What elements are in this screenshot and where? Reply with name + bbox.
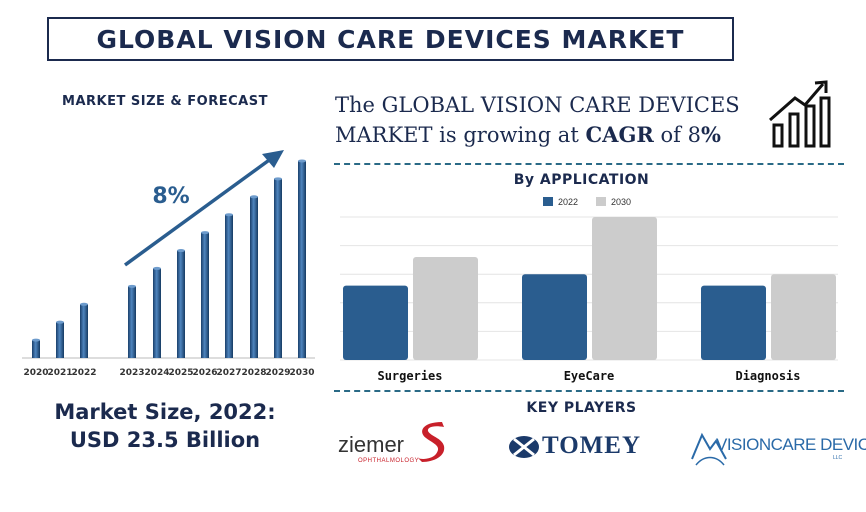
forecast-bar-2022 xyxy=(80,304,88,358)
cagr-line-1: The GLOBAL VISION CARE DEVICES xyxy=(335,93,740,117)
forecast-bar-2024 xyxy=(153,268,161,358)
trend-arrow-head xyxy=(262,150,284,168)
market-size-line-2: USD 23.5 Billion xyxy=(69,428,261,452)
forecast-bar-cap-2023 xyxy=(128,284,136,288)
forecast-bar-2020 xyxy=(32,340,40,358)
app-tick-eyecare: EyeCare xyxy=(564,369,615,383)
app-bar-diagnosis-2030 xyxy=(771,274,836,360)
divider-top xyxy=(334,163,844,165)
forecast-tick-2020: 2020 xyxy=(23,368,48,378)
legend-swatch-2030 xyxy=(596,197,606,206)
forecast-bar-cap-2020 xyxy=(32,338,40,342)
visioncare-logo-text: VISIONCARE DEVICES xyxy=(716,435,866,454)
forecast-bar-cap-2021 xyxy=(56,320,64,324)
forecast-bar-cap-2024 xyxy=(153,266,161,270)
tomey-mark xyxy=(509,436,539,458)
ziemer-logo: ziemer OPHTHALMOLOGY xyxy=(338,418,458,468)
forecast-tick-2030: 2030 xyxy=(289,368,314,378)
forecast-tick-2021: 2021 xyxy=(47,368,72,378)
title-box: GLOBAL VISION CARE DEVICES MARKET xyxy=(47,17,734,61)
tomey-logo-text: TOMEY xyxy=(542,432,641,459)
forecast-tick-2029: 2029 xyxy=(265,368,290,378)
cagr-statement: The GLOBAL VISION CARE DEVICES MARKET is… xyxy=(335,90,765,150)
forecast-bar-2030 xyxy=(298,160,306,358)
divider-bottom xyxy=(334,390,844,392)
forecast-bar-2023 xyxy=(128,286,136,358)
forecast-bar-2027 xyxy=(225,214,233,358)
cagr-line-2-prefix: MARKET is growing at xyxy=(335,123,586,147)
ziemer-s-mark xyxy=(418,422,445,462)
forecast-bar-2025 xyxy=(177,250,185,358)
app-bar-eyecare-2022 xyxy=(522,274,587,360)
forecast-bar-cap-2028 xyxy=(250,195,258,199)
forecast-tick-2022: 2022 xyxy=(71,368,96,378)
key-players-heading: KEY PLAYERS xyxy=(526,400,637,416)
app-bar-eyecare-2030 xyxy=(592,217,657,360)
legend-label-2022: 2022 xyxy=(558,197,578,207)
by-application-heading: By APPLICATION xyxy=(513,172,650,188)
forecast-bar-2026 xyxy=(201,232,209,358)
visioncare-logo-subtext: LLC xyxy=(833,455,843,461)
forecast-tick-2025: 2025 xyxy=(168,368,193,378)
app-tick-surgeries: Surgeries xyxy=(377,369,442,383)
page-title: GLOBAL VISION CARE DEVICES MARKET xyxy=(96,24,685,54)
ziemer-logo-subtext: OPHTHALMOLOGY xyxy=(358,458,420,464)
market-size-text: Market Size, 2022: USD 23.5 Billion xyxy=(15,398,315,454)
forecast-bar-cap-2030 xyxy=(298,159,306,163)
market-size-line-1: Market Size, 2022: xyxy=(54,400,276,424)
forecast-bar-2021 xyxy=(56,322,64,358)
cagr-percent: % xyxy=(701,122,721,147)
app-bar-surgeries-2030 xyxy=(413,257,478,360)
forecast-tick-2023: 2023 xyxy=(119,368,144,378)
forecast-tick-2024: 2024 xyxy=(144,368,169,378)
cagr-label: CAGR xyxy=(585,122,654,147)
forecast-bar-2028 xyxy=(250,196,258,358)
visioncare-mark xyxy=(691,432,727,466)
forecast-tick-2028: 2028 xyxy=(241,368,266,378)
forecast-tick-2027: 2027 xyxy=(216,368,241,378)
legend-label-2030: 2030 xyxy=(611,197,631,207)
legend-swatch-2022 xyxy=(543,197,553,206)
app-bar-surgeries-2022 xyxy=(343,285,408,360)
forecast-bar-cap-2022 xyxy=(80,302,88,306)
forecast-bar-cap-2026 xyxy=(201,231,209,235)
trend-arrow-icon xyxy=(123,156,274,267)
app-bar-diagnosis-2022 xyxy=(701,285,766,360)
market-size-forecast-heading: MARKET SIZE & FORECAST xyxy=(62,94,268,109)
forecast-bar-cap-2027 xyxy=(225,213,233,217)
forecast-bar-2029 xyxy=(274,178,282,358)
forecast-tick-2026: 2026 xyxy=(192,368,217,378)
tomey-logo: TOMEY xyxy=(508,432,641,462)
cagr-annotation: 8% xyxy=(152,184,189,209)
forecast-bar-cap-2025 xyxy=(177,249,185,253)
cagr-line-2: MARKET is growing at CAGR of 8% xyxy=(335,120,765,150)
ziemer-logo-text: ziemer xyxy=(338,432,405,457)
forecast-bar-cap-2029 xyxy=(274,177,282,181)
app-tick-diagnosis: Diagnosis xyxy=(735,369,800,383)
cagr-value: of 8 xyxy=(653,123,701,147)
visioncare-devices-logo: VISIONCARE DEVICES LLC xyxy=(690,425,866,475)
